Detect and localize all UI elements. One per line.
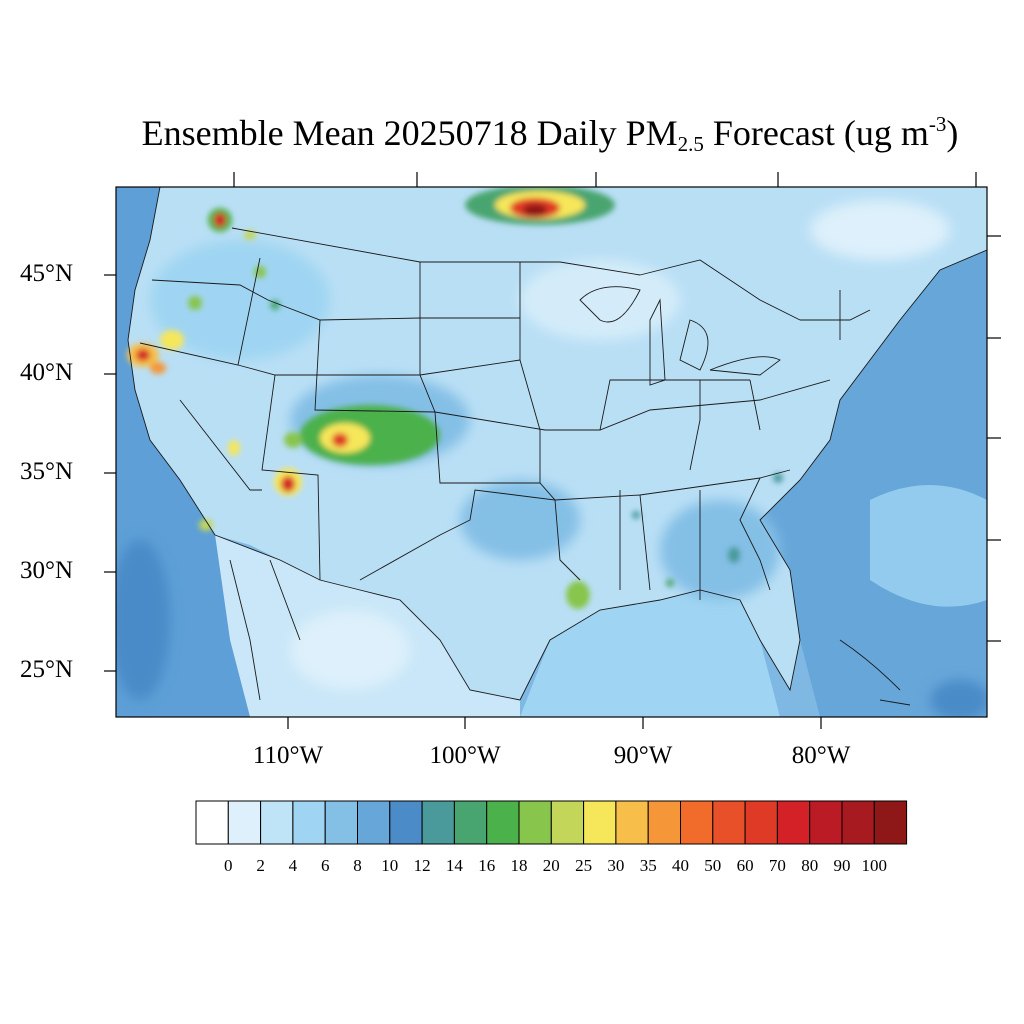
lat-label-25n: 25°N <box>20 656 74 683</box>
colorbar-swatch <box>421 800 455 845</box>
colorbar-swatch <box>647 800 682 845</box>
colorbar-swatch <box>873 800 908 845</box>
colorbar-swatch <box>550 800 585 845</box>
colorbar-swatch <box>680 800 714 845</box>
colorbar-tick-label: 10 <box>381 856 399 875</box>
colorbar-swatch <box>615 800 649 845</box>
colorbar-tick-label: 40 <box>672 856 689 875</box>
colorbar-tick-label: 0 <box>224 856 233 875</box>
colorbar-swatch <box>195 800 229 845</box>
colorbar-swatch <box>841 800 875 845</box>
colorbar-tick-label: 80 <box>801 856 819 875</box>
colorbar-tick-label: 50 <box>704 856 722 875</box>
colorbar-swatch <box>518 800 552 845</box>
colorbar-tick-label: 14 <box>445 856 463 875</box>
colorbar-swatch <box>583 800 617 845</box>
lat-label-35n: 35°N <box>20 458 74 485</box>
colorbar-swatch <box>809 800 843 845</box>
lat-label-40n: 40°N <box>20 359 74 386</box>
colorbar-swatch <box>389 800 423 845</box>
colorbar-tick-label: 2 <box>256 856 265 875</box>
colorbar-tick-label: 35 <box>639 856 657 875</box>
colorbar-swatch <box>712 800 746 845</box>
colorbar-swatch <box>292 800 326 845</box>
map-title: Ensemble Mean 20250718 Daily PM2.5 Forec… <box>141 112 959 156</box>
colorbar-tick-label: 60 <box>736 856 754 875</box>
lon-label-80w: 80°W <box>791 742 851 769</box>
lat-label-30n: 30°N <box>20 557 74 584</box>
colorbar-tick-label: 70 <box>768 856 786 875</box>
colorbar-tick-label: 100 <box>861 856 888 875</box>
axis-ticks <box>104 172 1001 729</box>
lon-label-110w: 110°W <box>252 742 324 769</box>
colorbar-tick-label: 90 <box>833 856 851 875</box>
colorbar-swatch <box>744 800 778 845</box>
colorbar-tick-label: 6 <box>320 856 330 875</box>
colorbar-tick-label: 25 <box>575 856 593 875</box>
colorbar-tick-label: 4 <box>288 856 298 875</box>
colorbar-tick-label: 16 <box>478 856 496 875</box>
lon-label-100w: 100°W <box>429 742 501 769</box>
colorbar-tick-label: 12 <box>413 856 431 875</box>
borders <box>127 187 987 706</box>
colorbar-tick-label: 30 <box>607 856 625 875</box>
colorbar <box>195 800 908 845</box>
colorbar-swatch <box>486 800 520 845</box>
colorbar-tick-label: 8 <box>353 856 362 875</box>
lon-label-90w: 90°W <box>613 742 673 769</box>
map-frame <box>115 186 988 718</box>
colorbar-swatch <box>260 800 294 845</box>
colorbar-swatch <box>357 800 391 845</box>
colorbar-tick-label: 20 <box>542 856 560 875</box>
colorbar-swatch <box>453 800 488 845</box>
colorbar-swatch <box>227 800 262 845</box>
pm25-field <box>116 187 987 717</box>
gulf-area <box>520 590 780 717</box>
lat-label-45n: 45°N <box>20 260 74 287</box>
smoke-hotspots <box>127 187 783 609</box>
colorbar-swatch <box>776 800 811 845</box>
colorbar-tick-label: 18 <box>510 856 528 875</box>
colorbar-swatch <box>324 800 359 845</box>
